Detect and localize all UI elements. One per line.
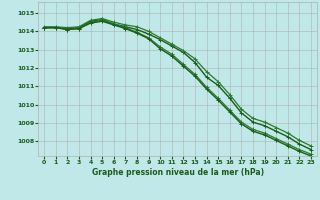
X-axis label: Graphe pression niveau de la mer (hPa): Graphe pression niveau de la mer (hPa) <box>92 168 264 177</box>
